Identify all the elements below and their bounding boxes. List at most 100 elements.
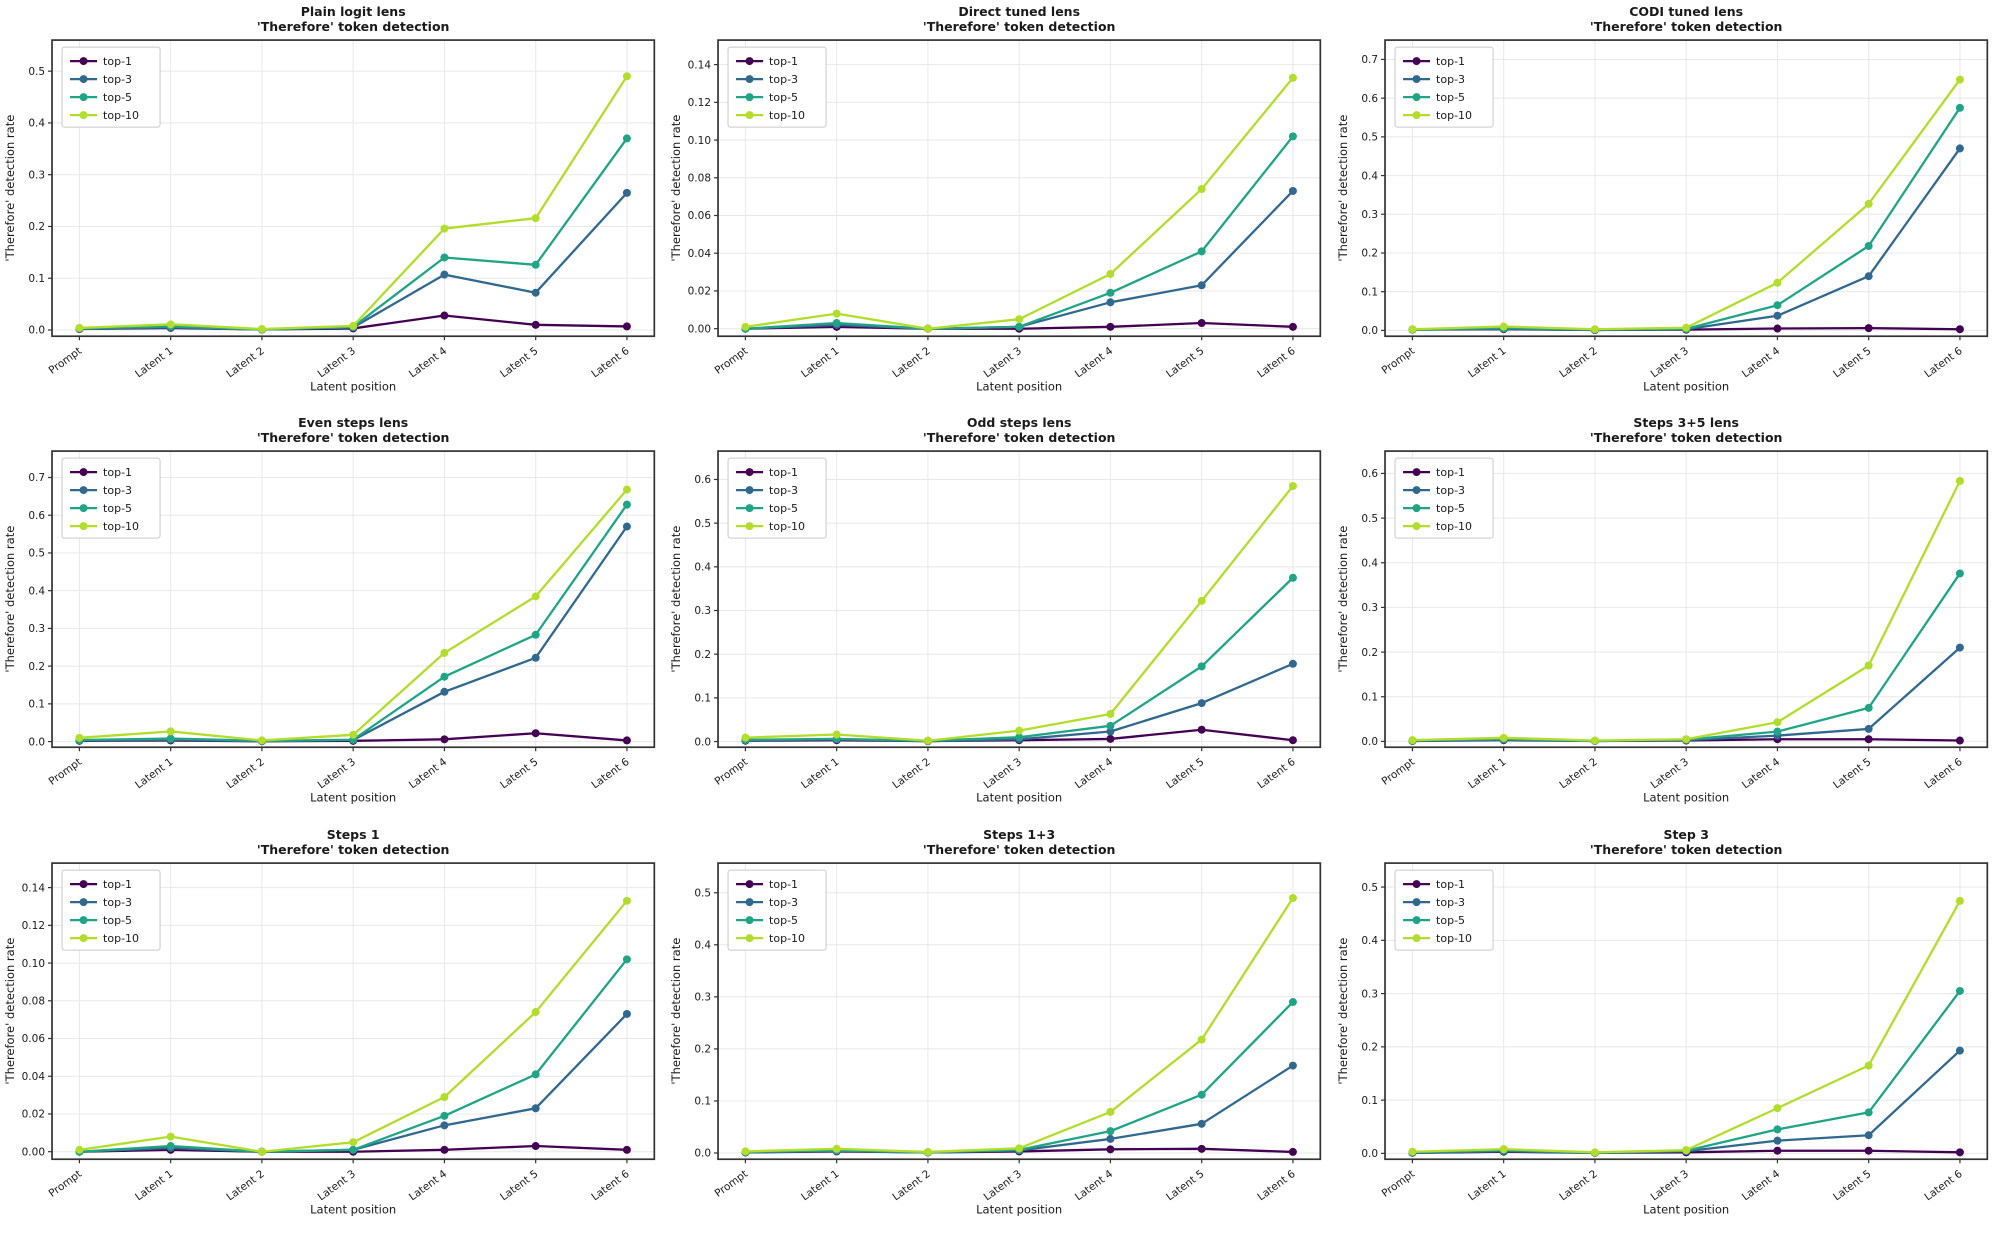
- y-tick-label: 0.04: [688, 248, 712, 260]
- x-tick-label: Latent 2: [891, 756, 933, 791]
- data-point-top-1: [1197, 1144, 1206, 1153]
- data-point-top-1: [531, 729, 540, 738]
- y-tick-label: 0.1: [695, 693, 712, 705]
- y-tick-label: 0.0: [28, 737, 45, 749]
- chart-title: Plain logit lens: [301, 4, 406, 19]
- legend-label-top-1: top-1: [1436, 55, 1465, 68]
- data-point-top-10: [440, 224, 449, 233]
- legend-label-top-10: top-10: [1436, 520, 1472, 533]
- x-tick-label: Latent 6: [1256, 1167, 1299, 1203]
- y-tick-label: 0.12: [22, 920, 45, 932]
- legend-label-top-5: top-5: [103, 914, 132, 927]
- legend-marker-top-5: [745, 93, 754, 102]
- legend-box: [727, 869, 827, 951]
- y-axis-label: 'Therefore' detection rate: [669, 937, 683, 1084]
- subplot-step-3: 0.0 0.1 0.2 0.3 0.4 0.5 Prompt Latent 1 Latent 2…: [1333, 823, 1999, 1234]
- data-point-top-3: [1197, 281, 1206, 290]
- legend-marker-top-10: [79, 111, 88, 120]
- data-point-top-1: [1197, 319, 1206, 328]
- data-point-top-1: [622, 736, 631, 745]
- legend-marker-top-5: [1412, 915, 1421, 924]
- data-point-top-10: [1499, 322, 1508, 331]
- data-point-top-10: [257, 1147, 266, 1156]
- data-point-top-10: [741, 1147, 750, 1156]
- data-point-top-10: [924, 737, 933, 746]
- legend-label-top-5: top-5: [1436, 914, 1465, 927]
- x-tick-label: Latent 4: [1073, 756, 1116, 792]
- data-point-top-10: [75, 734, 84, 743]
- data-point-top-5: [1773, 301, 1782, 310]
- legend-label-top-5: top-5: [769, 91, 798, 104]
- legend-label-top-10: top-10: [1436, 109, 1472, 122]
- chart-steps-3-5-lens: 0.0 0.1 0.2 0.3 0.4 0.5 0.6 Prompt Latent 1 Laten…: [1336, 415, 1988, 805]
- data-point-top-10: [75, 323, 84, 332]
- x-tick-label: Prompt: [713, 1168, 751, 1200]
- data-point-top-5: [1197, 662, 1206, 671]
- y-tick-label: 0.6: [1361, 93, 1378, 105]
- data-point-top-10: [349, 1137, 358, 1146]
- legend-marker-top-5: [745, 504, 754, 513]
- data-point-top-10: [257, 736, 266, 745]
- legend-marker-top-3: [79, 75, 88, 84]
- legend-marker-top-3: [79, 897, 88, 906]
- data-point-top-5: [1106, 722, 1115, 731]
- x-axis-label: Latent position: [310, 1202, 396, 1216]
- data-point-top-3: [622, 1009, 631, 1018]
- x-tick-label: Prompt: [1379, 756, 1417, 788]
- chart-title: Steps 1: [327, 827, 380, 842]
- y-tick-label: 0.0: [695, 1147, 712, 1159]
- legend-label-top-5: top-5: [769, 914, 798, 927]
- y-tick-label: 0.3: [695, 991, 712, 1003]
- y-tick-label: 0.0: [1361, 736, 1378, 748]
- y-tick-label: 0.2: [1361, 248, 1378, 260]
- data-point-top-5: [622, 500, 631, 509]
- x-axis-label: Latent position: [976, 791, 1062, 805]
- y-tick-label: 0.3: [1361, 988, 1378, 1000]
- x-tick-label: Latent 1: [799, 1168, 841, 1203]
- axes-frame: [717, 450, 1322, 749]
- legend-marker-top-1: [745, 879, 754, 888]
- legend-box: [61, 46, 161, 128]
- chart-odd-steps-lens: 0.0 0.1 0.2 0.3 0.4 0.5 0.6 Prompt Latent 1 Laten…: [669, 415, 1322, 805]
- y-tick-label: 0.06: [688, 210, 712, 222]
- y-tick-label: 0.00: [22, 1146, 45, 1158]
- legend-label-top-5: top-5: [769, 502, 798, 515]
- x-tick-label: Latent 3: [982, 1168, 1024, 1203]
- legend-label-top-10: top-10: [103, 932, 139, 945]
- data-point-top-10: [1289, 73, 1298, 82]
- data-point-top-5: [440, 673, 449, 682]
- data-point-top-10: [1106, 1107, 1115, 1116]
- data-point-top-10: [741, 322, 750, 331]
- x-tick-label: Latent 4: [1739, 345, 1782, 381]
- x-tick-label: Prompt: [1379, 1168, 1417, 1200]
- legend-label-top-3: top-3: [1436, 484, 1465, 497]
- data-point-top-10: [440, 1092, 449, 1101]
- legend-label-top-5: top-5: [1436, 91, 1465, 104]
- x-tick-label: Latent 2: [1557, 345, 1599, 380]
- data-point-top-5: [440, 253, 449, 262]
- y-tick-label: 0.3: [28, 169, 45, 181]
- legend-box: [1394, 869, 1494, 951]
- y-tick-label: 0.14: [688, 59, 712, 71]
- data-point-top-10: [1681, 323, 1690, 332]
- y-tick-label: 0.1: [1361, 286, 1378, 298]
- legend-label-top-5: top-5: [103, 502, 132, 515]
- y-axis-label: 'Therefore' detection rate: [1336, 937, 1350, 1084]
- x-tick-label: Latent 5: [1831, 756, 1873, 791]
- y-tick-label: 0.3: [28, 623, 45, 635]
- data-point-top-1: [1773, 324, 1782, 333]
- legend-label-top-1: top-1: [769, 466, 798, 479]
- data-point-top-5: [1197, 247, 1206, 256]
- y-axis-label: 'Therefore' detection rate: [1336, 115, 1350, 262]
- x-tick-label: Latent 1: [1466, 756, 1508, 791]
- y-tick-label: 0.6: [695, 475, 712, 487]
- x-tick-label: Latent 2: [224, 1168, 266, 1203]
- data-point-top-10: [1408, 325, 1417, 334]
- legend-label-top-1: top-1: [1436, 878, 1465, 891]
- data-point-top-10: [75, 1145, 84, 1154]
- y-tick-label: 0.3: [1361, 209, 1378, 221]
- y-tick-label: 0.12: [688, 97, 711, 109]
- x-tick-label: Latent 5: [1164, 345, 1206, 380]
- data-point-top-10: [1015, 1143, 1024, 1152]
